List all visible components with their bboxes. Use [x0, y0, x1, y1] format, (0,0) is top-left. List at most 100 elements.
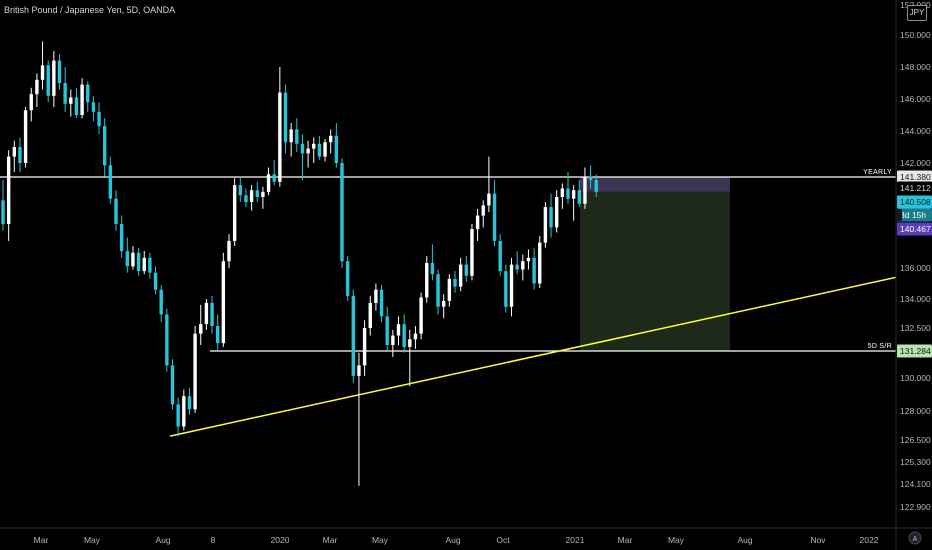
sr-price-tag[interactable]: 131.284	[897, 344, 932, 358]
stop-loss-zone[interactable]	[580, 177, 730, 192]
candle	[306, 140, 310, 168]
candle-body	[402, 324, 406, 347]
candle-body	[199, 324, 203, 334]
tag-background	[897, 344, 932, 358]
candle-body	[187, 396, 192, 410]
level-label: YEARLY	[863, 169, 892, 176]
candle-body	[351, 295, 355, 376]
candle	[131, 246, 135, 270]
candle-body	[29, 94, 33, 111]
candle-body	[436, 274, 440, 307]
countdown-tag[interactable]: 3d 15h	[897, 208, 932, 222]
candle-body	[1, 200, 5, 225]
candle	[323, 139, 327, 162]
y-tick-label: 122.900	[900, 502, 931, 512]
candle-body	[464, 264, 468, 276]
candle	[193, 326, 197, 413]
tag-text: 140.467	[900, 224, 931, 234]
y-tick-label: 126.500	[900, 435, 931, 445]
x-tick-label: Aug	[155, 535, 170, 545]
candle	[583, 167, 587, 209]
current-price-tag[interactable]: 141.212	[897, 181, 932, 195]
y-tick-label: 142.000	[900, 158, 931, 168]
candle-body	[588, 176, 593, 181]
candle	[521, 254, 525, 281]
candle-body	[80, 84, 84, 115]
candle	[498, 234, 502, 276]
entry-price-tag[interactable]: 140.467	[897, 222, 932, 236]
candle-body	[182, 396, 186, 427]
candle-body	[419, 297, 423, 334]
candle-body	[35, 79, 39, 95]
candle-body	[300, 143, 305, 154]
candle	[396, 316, 401, 346]
candle-body	[244, 195, 248, 203]
candle-body	[515, 264, 519, 270]
candle	[238, 176, 242, 203]
candle	[419, 292, 423, 340]
candle-body	[114, 198, 118, 225]
candle-body	[266, 174, 271, 192]
candle-body	[362, 328, 367, 366]
candle	[125, 237, 129, 273]
candle	[103, 118, 107, 177]
last-price-tag[interactable]: 140.508	[897, 195, 932, 209]
candle	[227, 234, 231, 268]
candle	[385, 306, 389, 351]
tag-background	[897, 222, 932, 236]
trendline-layer	[169, 276, 897, 437]
candle	[357, 352, 361, 486]
candle-body	[119, 224, 124, 252]
candle	[345, 256, 350, 301]
candle	[199, 304, 203, 346]
candle	[74, 87, 79, 119]
candle-body	[249, 190, 254, 203]
candle	[362, 320, 367, 376]
x-tick-label: 2022	[860, 535, 879, 545]
candle-body	[52, 60, 56, 96]
y-tick-label: 124.100	[900, 479, 931, 489]
trendline[interactable]	[169, 276, 897, 437]
candle	[538, 235, 542, 289]
tag-background	[897, 170, 932, 184]
candle-body	[504, 271, 508, 307]
x-tick-label: Aug	[445, 535, 460, 545]
candle	[182, 389, 186, 431]
take-profit-zone[interactable]	[580, 191, 730, 351]
x-tick-label: Nov	[810, 535, 826, 545]
candle-body	[12, 147, 16, 157]
candle	[159, 285, 163, 323]
candle-body	[543, 207, 548, 243]
candle	[148, 252, 152, 279]
candle	[458, 257, 463, 292]
candle-body	[159, 289, 163, 315]
candle-body	[170, 365, 175, 405]
candle	[283, 84, 288, 154]
candle-body	[108, 165, 113, 199]
x-tick-label: Aug	[737, 535, 752, 545]
candle-body	[334, 135, 339, 163]
candle-body	[216, 326, 220, 344]
candle-body	[521, 261, 525, 270]
candle-body	[549, 207, 553, 228]
candle-body	[526, 257, 531, 262]
yearly-price-tag[interactable]: 141.380	[897, 170, 932, 184]
candle-body	[165, 314, 169, 366]
candle-body	[148, 257, 152, 273]
candle-body	[103, 126, 107, 166]
time-axis[interactable]: Mar May Aug 8 2020 Mar May Aug Oct 2021 Mar May Aug N…	[34, 535, 879, 545]
candle-body	[357, 365, 361, 376]
auto-scale-button[interactable]	[908, 531, 922, 545]
candle	[80, 78, 84, 119]
candle	[255, 181, 259, 203]
candle	[481, 200, 485, 228]
candle	[487, 156, 491, 213]
candle-body	[221, 261, 226, 344]
candle	[108, 156, 113, 204]
currency-badge[interactable]: JPY	[907, 5, 927, 21]
candle-body	[413, 333, 418, 340]
x-tick-label: May	[84, 535, 101, 545]
y-tick-label: 132.500	[900, 323, 931, 333]
price-axis[interactable]: 152.000150.000148.000146.000144.000142.0…	[900, 0, 931, 512]
